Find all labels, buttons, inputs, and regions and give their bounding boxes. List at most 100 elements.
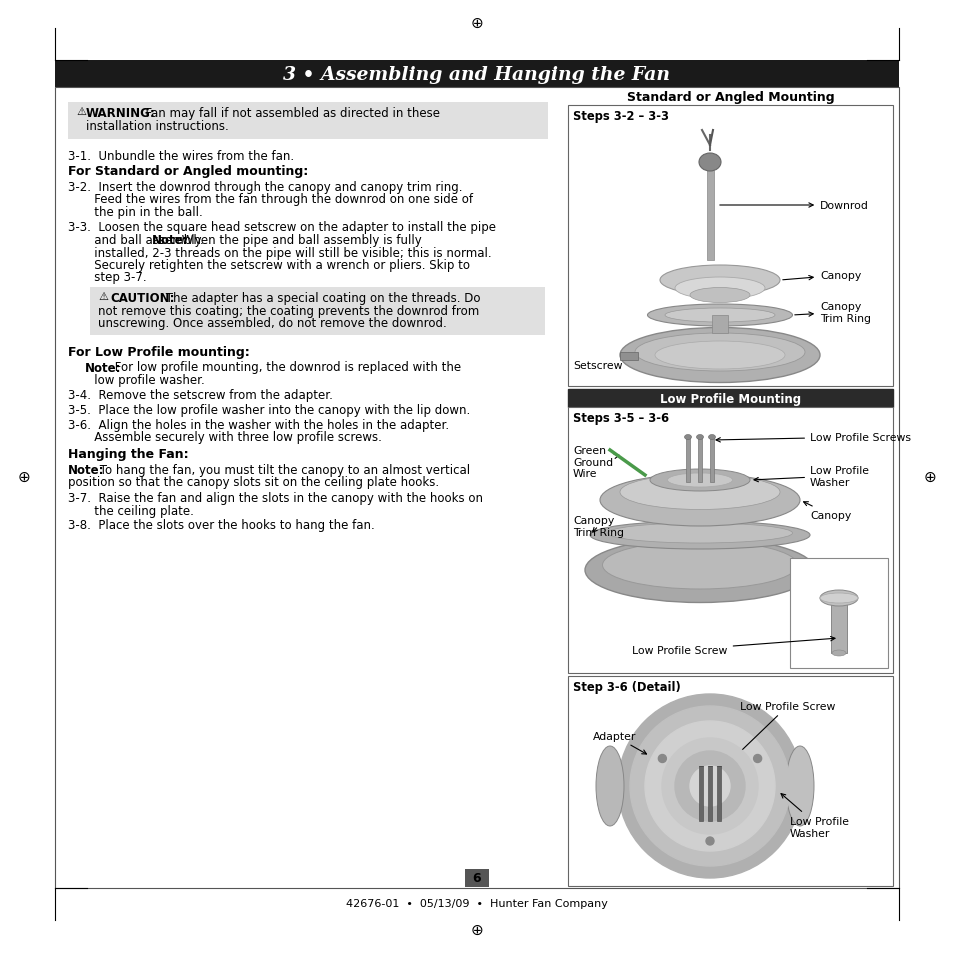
Text: Assemble securely with three low profile screws.: Assemble securely with three low profile… [68, 431, 381, 443]
Ellipse shape [655, 341, 784, 370]
Ellipse shape [647, 305, 792, 327]
Ellipse shape [599, 475, 800, 526]
Ellipse shape [619, 328, 820, 383]
Text: 3-8.  Place the slots over the hooks to hang the fan.: 3-8. Place the slots over the hooks to h… [68, 518, 375, 532]
FancyBboxPatch shape [464, 869, 489, 887]
Text: Steps 3-5 – 3-6: Steps 3-5 – 3-6 [573, 412, 668, 424]
Bar [711, 315, 727, 334]
Ellipse shape [667, 474, 732, 488]
Text: installation instructions.: installation instructions. [86, 119, 229, 132]
Text: Low Profile
Washer: Low Profile Washer [753, 465, 868, 487]
Text: 3-7.  Raise the fan and align the slots in the canopy with the hooks on: 3-7. Raise the fan and align the slots i… [68, 492, 482, 504]
Text: and ball assembly.: and ball assembly. [68, 233, 208, 247]
Bar [830, 598, 846, 654]
Bar [717, 766, 720, 821]
FancyBboxPatch shape [567, 677, 892, 886]
Text: 6: 6 [472, 872, 481, 884]
Text: For Standard or Angled mounting:: For Standard or Angled mounting: [68, 165, 308, 178]
Bar [619, 353, 638, 360]
FancyBboxPatch shape [567, 390, 892, 408]
Text: ⊕: ⊕ [923, 469, 936, 484]
Ellipse shape [696, 435, 702, 440]
Text: ⊕: ⊕ [470, 16, 483, 31]
Text: ⚠: ⚠ [76, 107, 86, 117]
Text: CAUTION:: CAUTION: [110, 292, 174, 305]
Text: Low Profile Screw: Low Profile Screw [632, 637, 834, 656]
Text: Step 3-6 (Detail): Step 3-6 (Detail) [573, 680, 680, 693]
FancyBboxPatch shape [68, 103, 547, 140]
Text: Fan may fall if not assembled as directed in these: Fan may fall if not assembled as directe… [138, 107, 439, 120]
Text: installed, 2-3 threads on the pipe will still be visible; this is normal.: installed, 2-3 threads on the pipe will … [68, 246, 491, 259]
Text: ⊕: ⊕ [17, 469, 30, 484]
Text: Downrod: Downrod [719, 201, 868, 211]
Text: Green
Ground
Wire: Green Ground Wire [573, 446, 618, 478]
Circle shape [618, 695, 801, 878]
Text: For Low Profile mounting:: For Low Profile mounting: [68, 346, 250, 358]
Text: WARNING:: WARNING: [86, 107, 155, 120]
Ellipse shape [659, 266, 780, 295]
Text: 3-1.  Unbundle the wires from the fan.: 3-1. Unbundle the wires from the fan. [68, 150, 294, 163]
Text: low profile washer.: low profile washer. [68, 374, 205, 387]
Text: The adapter has a special coating on the threads. Do: The adapter has a special coating on the… [162, 292, 480, 305]
Text: step 3-7.: step 3-7. [68, 272, 147, 284]
Text: Feed the wires from the fan through the downrod on one side of: Feed the wires from the fan through the … [68, 193, 473, 206]
Bar [699, 766, 702, 821]
Text: 3-3.  Loosen the square head setscrew on the adapter to install the pipe: 3-3. Loosen the square head setscrew on … [68, 221, 496, 234]
Text: Hanging the Fan:: Hanging the Fan: [68, 448, 189, 461]
Text: unscrewing. Once assembled, do not remove the downrod.: unscrewing. Once assembled, do not remov… [98, 316, 446, 330]
Text: 3 • Assembling and Hanging the Fan: 3 • Assembling and Hanging the Fan [283, 66, 670, 84]
Text: 3-5.  Place the low profile washer into the canopy with the lip down.: 3-5. Place the low profile washer into t… [68, 403, 470, 416]
FancyBboxPatch shape [55, 88, 898, 888]
Text: not remove this coating; the coating prevents the downrod from: not remove this coating; the coating pre… [98, 304, 478, 317]
Text: Canopy: Canopy [782, 271, 861, 281]
FancyBboxPatch shape [789, 558, 887, 668]
Circle shape [658, 755, 665, 762]
Text: Note:: Note: [152, 233, 189, 247]
Text: ⚠: ⚠ [98, 292, 108, 302]
Circle shape [661, 739, 758, 834]
Text: Canopy: Canopy [802, 502, 850, 520]
Text: 3-4.  Remove the setscrew from the adapter.: 3-4. Remove the setscrew from the adapte… [68, 389, 333, 402]
Text: 3-2.  Insert the downrod through the canopy and canopy trim ring.: 3-2. Insert the downrod through the cano… [68, 181, 462, 193]
Text: Low Profile Screw: Low Profile Screw [718, 701, 835, 774]
Circle shape [705, 837, 713, 845]
Bar [706, 171, 713, 261]
Bar [707, 766, 711, 821]
Ellipse shape [675, 277, 764, 299]
Ellipse shape [635, 334, 804, 372]
Ellipse shape [708, 435, 715, 440]
Circle shape [753, 755, 760, 762]
Text: To hang the fan, you must tilt the canopy to an almost vertical: To hang the fan, you must tilt the canop… [96, 463, 470, 476]
Ellipse shape [785, 746, 813, 826]
Ellipse shape [699, 153, 720, 172]
FancyBboxPatch shape [90, 288, 544, 335]
Ellipse shape [664, 309, 774, 323]
Ellipse shape [584, 537, 814, 603]
Text: Setscrew: Setscrew [573, 356, 627, 371]
Text: 42676-01  •  05/13/09  •  Hunter Fan Company: 42676-01 • 05/13/09 • Hunter Fan Company [346, 898, 607, 908]
Text: For low profile mounting, the downrod is replaced with the: For low profile mounting, the downrod is… [111, 361, 460, 375]
Text: Canopy
Trim Ring: Canopy Trim Ring [794, 302, 870, 323]
Text: Securely retighten the setscrew with a wrench or pliers. Skip to: Securely retighten the setscrew with a w… [68, 258, 470, 272]
Text: ⊕: ⊕ [470, 922, 483, 937]
Text: Low Profile
Washer: Low Profile Washer [781, 794, 848, 838]
Ellipse shape [649, 470, 749, 492]
Bar [685, 437, 689, 482]
Bar [698, 437, 701, 482]
FancyBboxPatch shape [55, 61, 898, 88]
Text: Canopy
Trim Ring: Canopy Trim Ring [573, 516, 623, 537]
Text: Note:: Note: [68, 463, 105, 476]
Bar [709, 437, 713, 482]
Circle shape [629, 706, 789, 866]
Circle shape [675, 751, 744, 821]
Ellipse shape [619, 475, 780, 510]
Text: When the pipe and ball assembly is fully: When the pipe and ball assembly is fully [178, 233, 421, 247]
Ellipse shape [820, 594, 857, 603]
Ellipse shape [602, 541, 797, 589]
Text: Low Profile Screws: Low Profile Screws [716, 433, 910, 442]
Text: the pin in the ball.: the pin in the ball. [68, 206, 203, 219]
FancyBboxPatch shape [567, 408, 892, 673]
Ellipse shape [589, 521, 809, 550]
Text: Low Profile Mounting: Low Profile Mounting [659, 392, 801, 405]
Ellipse shape [607, 523, 792, 543]
